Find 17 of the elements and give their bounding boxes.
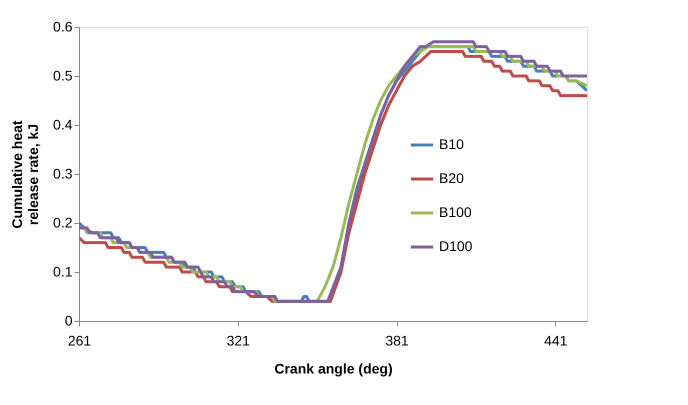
x-tick-label: 381 bbox=[385, 332, 409, 348]
y-tick-label: 0.3 bbox=[53, 166, 73, 182]
y-axis-title: Cumulative heat release rate, kJ bbox=[9, 120, 42, 229]
y-tick-label: 0.6 bbox=[53, 18, 73, 34]
x-tick-label: 321 bbox=[226, 332, 250, 348]
legend-label: B20 bbox=[439, 170, 464, 186]
y-tick-label: 0.4 bbox=[53, 116, 73, 132]
y-tick-label: 0.1 bbox=[53, 264, 73, 280]
legend-label: B10 bbox=[439, 136, 464, 152]
y-tick-label: 0.2 bbox=[53, 214, 73, 230]
x-tick-label: 261 bbox=[68, 332, 92, 348]
y-tick-label: 0 bbox=[64, 312, 73, 328]
y-tick-label: 0.5 bbox=[53, 68, 73, 84]
x-axis-title: Crank angle (deg) bbox=[274, 360, 393, 376]
legend-label: D100 bbox=[439, 238, 473, 254]
x-tick-label: 441 bbox=[544, 332, 568, 348]
legend-label: B100 bbox=[439, 204, 472, 220]
